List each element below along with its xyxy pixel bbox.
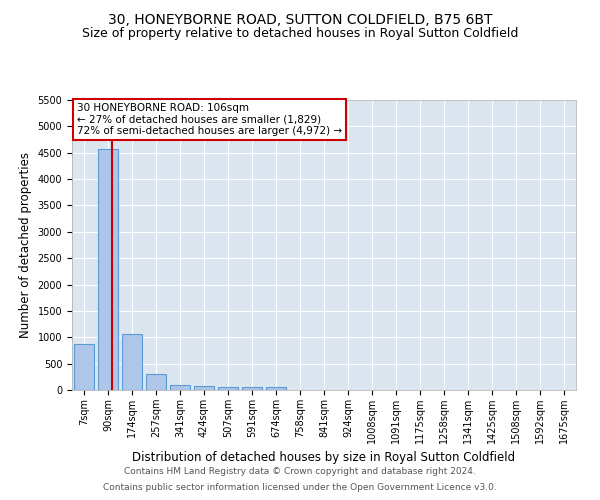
Bar (122, 334, 142, 390)
Text: Size of property relative to detached houses in Royal Sutton Coldfield: Size of property relative to detached ho… (82, 28, 518, 40)
Bar (170, 384, 190, 390)
Bar (146, 374, 166, 390)
Y-axis label: Number of detached properties: Number of detached properties (19, 152, 32, 338)
Bar (98, 149, 118, 390)
Bar (218, 387, 238, 390)
Bar (242, 386, 262, 390)
Text: Contains public sector information licensed under the Open Government Licence v3: Contains public sector information licen… (103, 484, 497, 492)
X-axis label: Distribution of detached houses by size in Royal Sutton Coldfield: Distribution of detached houses by size … (133, 452, 515, 464)
Bar (194, 386, 214, 390)
Text: Contains HM Land Registry data © Crown copyright and database right 2024.: Contains HM Land Registry data © Crown c… (124, 467, 476, 476)
Text: 30 HONEYBORNE ROAD: 106sqm
← 27% of detached houses are smaller (1,829)
72% of s: 30 HONEYBORNE ROAD: 106sqm ← 27% of deta… (77, 103, 342, 136)
Bar (266, 387, 286, 390)
Bar (74, 344, 94, 390)
Text: 30, HONEYBORNE ROAD, SUTTON COLDFIELD, B75 6BT: 30, HONEYBORNE ROAD, SUTTON COLDFIELD, B… (108, 12, 492, 26)
